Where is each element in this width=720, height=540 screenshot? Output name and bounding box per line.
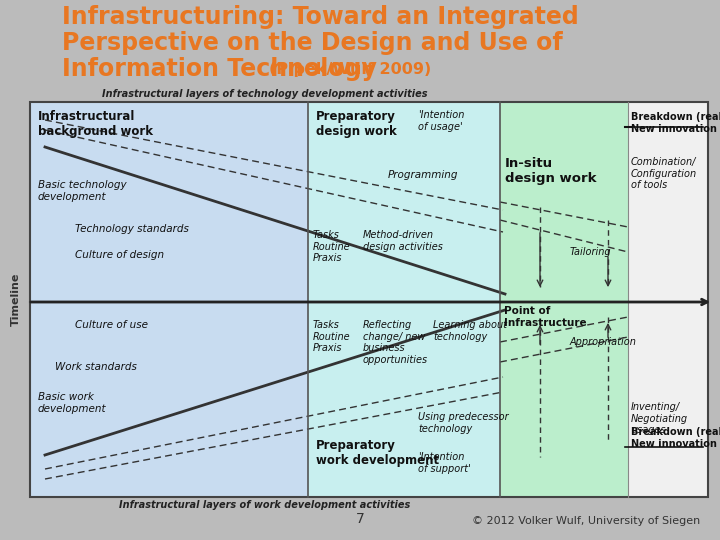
Text: Preparatory
design work: Preparatory design work [316, 110, 397, 138]
Bar [30, 102, 308, 302]
Text: Infrastructural layers of work development activities: Infrastructural layers of work developme… [120, 500, 410, 510]
Bar [308, 302, 500, 497]
Text: Culture of design: Culture of design [75, 250, 164, 260]
Text: Combination/
Configuration
of tools: Combination/ Configuration of tools [631, 157, 697, 190]
Text: Tasks
Routine
Praxis: Tasks Routine Praxis [313, 230, 351, 263]
Bar [628, 102, 708, 497]
Text: Infrastructural
background work: Infrastructural background work [38, 110, 153, 138]
Text: Method-driven
design activities: Method-driven design activities [363, 230, 443, 252]
Text: Tasks
Routine
Praxis: Tasks Routine Praxis [313, 320, 351, 353]
Text: Using predecessor
technology: Using predecessor technology [418, 412, 508, 434]
Text: Culture of use: Culture of use [75, 320, 148, 330]
Text: Infrastructuring: Toward an Integrated: Infrastructuring: Toward an Integrated [62, 5, 579, 29]
Text: (Pipek/Wulf 2009): (Pipek/Wulf 2009) [269, 62, 431, 77]
Text: Point of
Infrastructure: Point of Infrastructure [504, 306, 587, 328]
Text: © 2012 Volker Wulf, University of Siegen: © 2012 Volker Wulf, University of Siegen [472, 516, 700, 526]
Text: Learning about
technology: Learning about technology [433, 320, 507, 342]
Text: Technology standards: Technology standards [75, 224, 189, 234]
Text: Reflecting
change/ new
business
opportunities: Reflecting change/ new business opportun… [363, 320, 428, 365]
Text: Tailoring: Tailoring [570, 247, 611, 257]
Bar [30, 302, 308, 497]
Text: 'Intention
of support': 'Intention of support' [418, 452, 471, 474]
Text: Information Technology: Information Technology [62, 57, 385, 81]
Text: 7: 7 [356, 512, 364, 526]
Text: Appropriation: Appropriation [570, 337, 637, 347]
Text: Basic work
development: Basic work development [38, 392, 107, 414]
Text: Perspective on the Design and Use of: Perspective on the Design and Use of [62, 31, 563, 55]
Bar [308, 102, 500, 302]
Text: Infrastructural layers of technology development activities: Infrastructural layers of technology dev… [102, 89, 428, 99]
Bar [30, 102, 708, 497]
Text: Basic technology
development: Basic technology development [38, 180, 127, 201]
Text: In-situ
design work: In-situ design work [505, 157, 596, 185]
Text: Work standards: Work standards [55, 362, 137, 372]
Text: Breakdown (real or perceived)
New innovation in technology: Breakdown (real or perceived) New innova… [631, 112, 720, 133]
Text: Inventing/
Negotiating
usages: Inventing/ Negotiating usages [631, 402, 688, 435]
Bar [500, 102, 628, 497]
Text: Timeline: Timeline [11, 273, 21, 326]
Text: Preparatory
work development: Preparatory work development [316, 439, 439, 467]
Text: 'Intention
of usage': 'Intention of usage' [418, 110, 464, 132]
Text: Programming: Programming [388, 170, 459, 180]
Text: Breakdown (real or perceived)
New innovation in work/use: Breakdown (real or perceived) New innova… [631, 427, 720, 449]
